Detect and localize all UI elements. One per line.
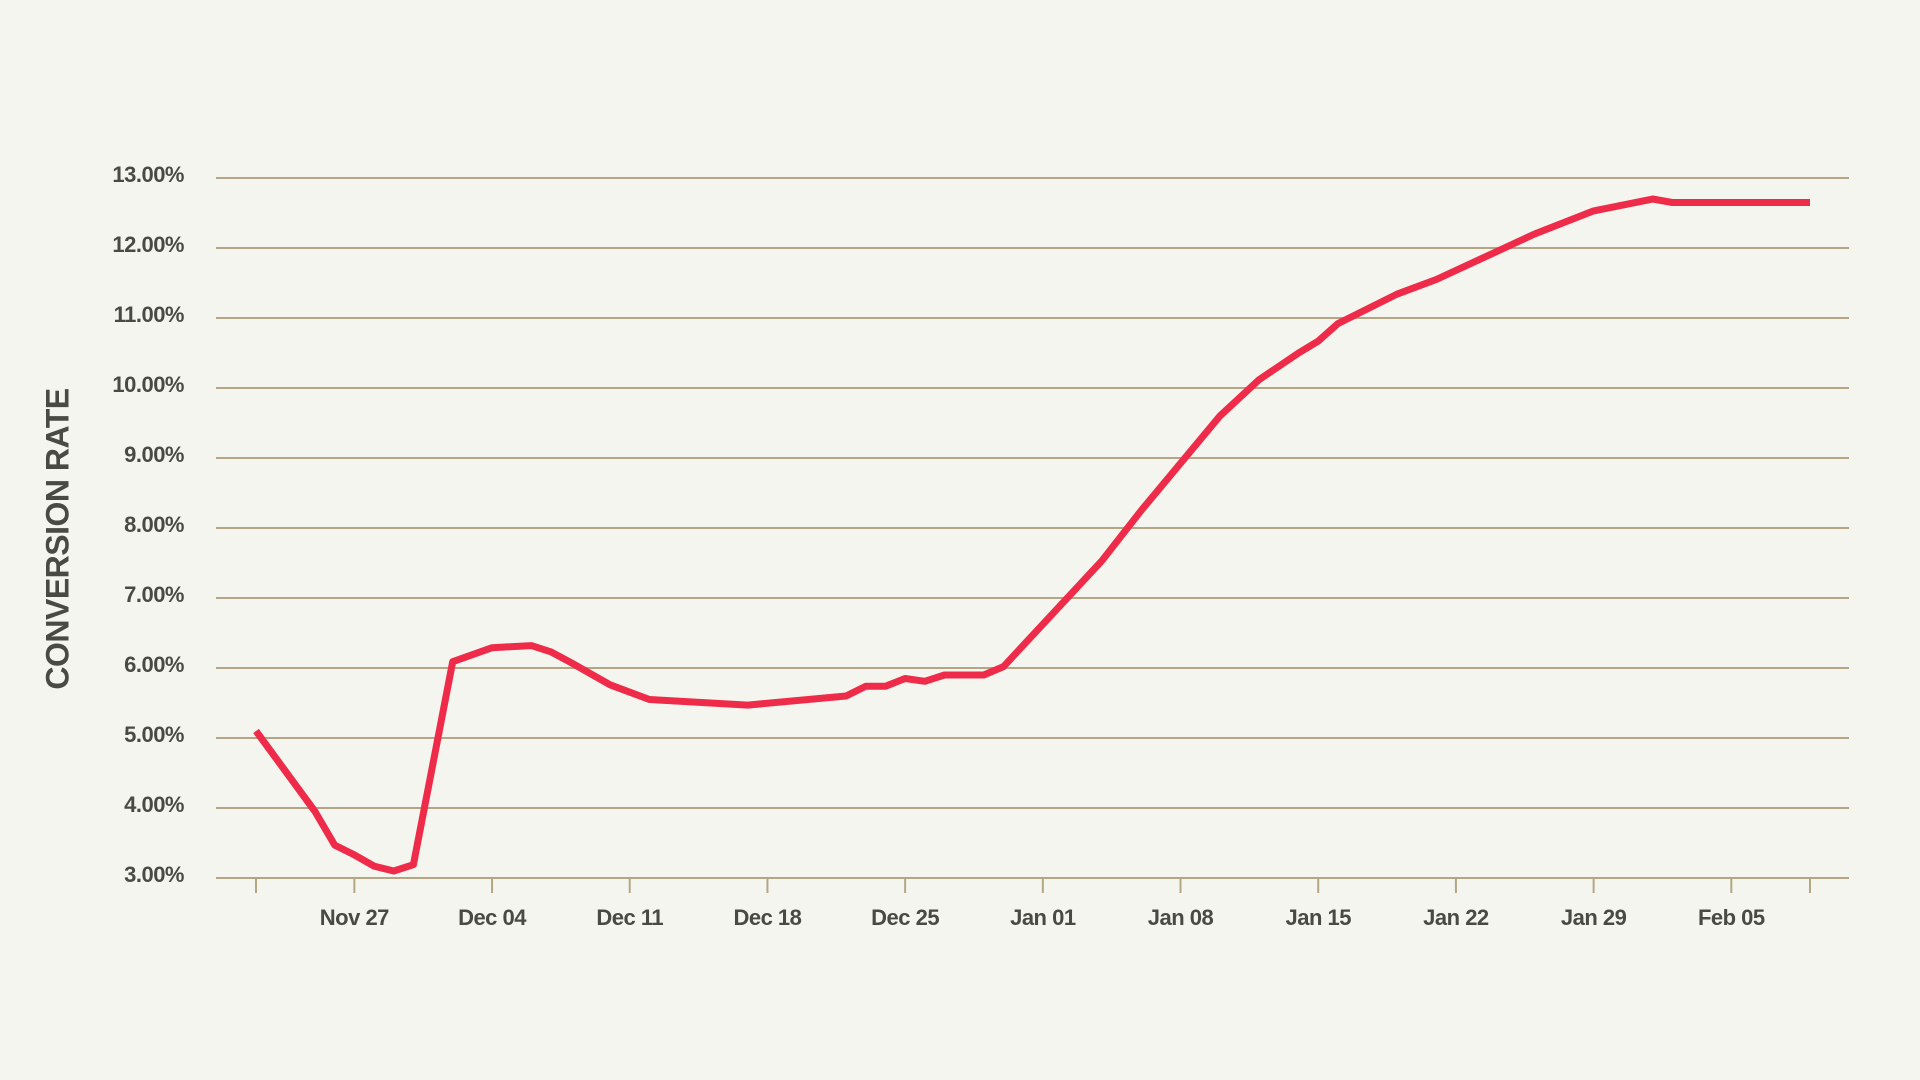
x-tick-label: Jan 22	[1423, 905, 1489, 930]
y-tick-label: 8.00%	[124, 512, 184, 537]
y-tick-label: 3.00%	[124, 862, 184, 887]
y-tick-label: 12.00%	[112, 232, 184, 257]
y-tick-label: 13.00%	[112, 162, 184, 187]
x-tick-label: Feb 05	[1698, 905, 1765, 930]
x-tick-label: Jan 08	[1148, 905, 1214, 930]
y-tick-label: 7.00%	[124, 582, 184, 607]
x-tick-label: Dec 11	[596, 905, 663, 930]
y-tick-label: 4.00%	[124, 792, 184, 817]
line	[253, 195, 1810, 875]
y-tick-label: 11.00%	[114, 302, 184, 327]
y-tick-label: 9.00%	[124, 442, 184, 467]
y-axis-label: CONVERSION RATE	[39, 388, 75, 689]
x-tick-label: Dec 04	[458, 905, 527, 930]
x-tick-label: Jan 15	[1285, 905, 1351, 930]
x-tick-label: Dec 18	[733, 905, 801, 930]
x-tick-label: Dec 25	[871, 905, 939, 930]
y-tick-label: 6.00%	[124, 652, 184, 677]
x-tick-label: Jan 29	[1561, 905, 1627, 930]
x-tick-label: Nov 27	[320, 905, 389, 930]
y-tick-label: 10.00%	[112, 372, 184, 397]
x-tick-label: Jan 01	[1010, 905, 1076, 930]
y-tick-label: 5.00%	[124, 722, 184, 747]
